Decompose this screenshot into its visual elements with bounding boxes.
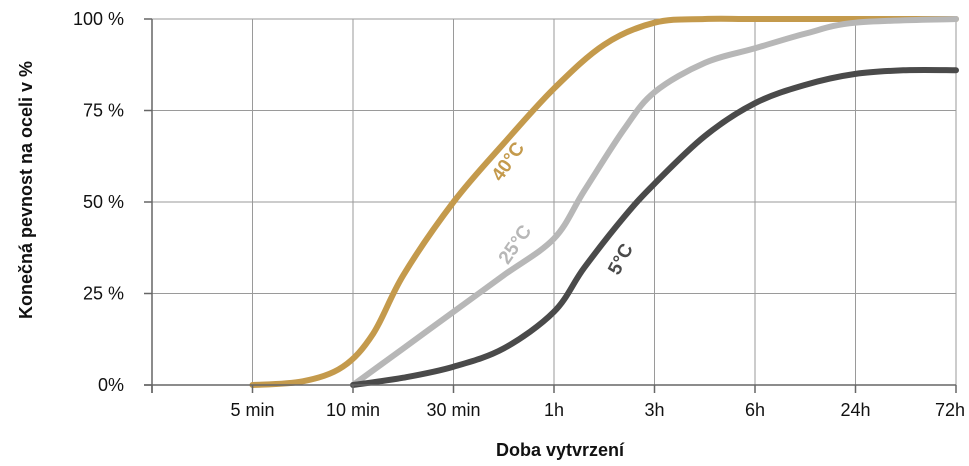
y-tick-labels: 0% 25 % 50 % 75 % 100 % bbox=[73, 9, 124, 395]
y-tick-label: 25 % bbox=[83, 284, 124, 304]
x-tick-label: 6h bbox=[745, 400, 765, 420]
x-tick-label: 30 min bbox=[426, 400, 480, 420]
axes bbox=[144, 18, 957, 393]
series-label-3: 5°C bbox=[604, 240, 638, 278]
x-tick-label: 5 min bbox=[230, 400, 274, 420]
series-lines bbox=[249, 15, 959, 388]
x-tick-label: 24h bbox=[840, 400, 870, 420]
x-tick-label: 1h bbox=[544, 400, 564, 420]
y-tick-label: 75 % bbox=[83, 101, 124, 121]
series-line-2 bbox=[350, 16, 959, 388]
series-labels: 40°C 25°C 5°C bbox=[488, 138, 638, 278]
x-tick-label: 10 min bbox=[326, 400, 380, 420]
series-line-3 bbox=[350, 66, 959, 388]
x-tick-label: 3h bbox=[644, 400, 664, 420]
x-tick-label: 72h bbox=[935, 400, 965, 420]
x-tick-labels: 5 min 10 min 30 min 1h 3h 6h 24h 72h bbox=[230, 400, 965, 420]
x-axis-title: Doba vytvrzení bbox=[496, 440, 625, 460]
grid bbox=[152, 18, 957, 386]
series-label-2: 25°C bbox=[495, 221, 537, 268]
y-tick-label: 100 % bbox=[73, 9, 124, 29]
y-tick-label: 50 % bbox=[83, 192, 124, 212]
y-axis-title: Konečná pevnost na oceli v % bbox=[16, 61, 36, 319]
series-line-1 bbox=[249, 15, 959, 388]
y-tick-label: 0% bbox=[98, 375, 124, 395]
series-label-1: 40°C bbox=[488, 138, 530, 185]
